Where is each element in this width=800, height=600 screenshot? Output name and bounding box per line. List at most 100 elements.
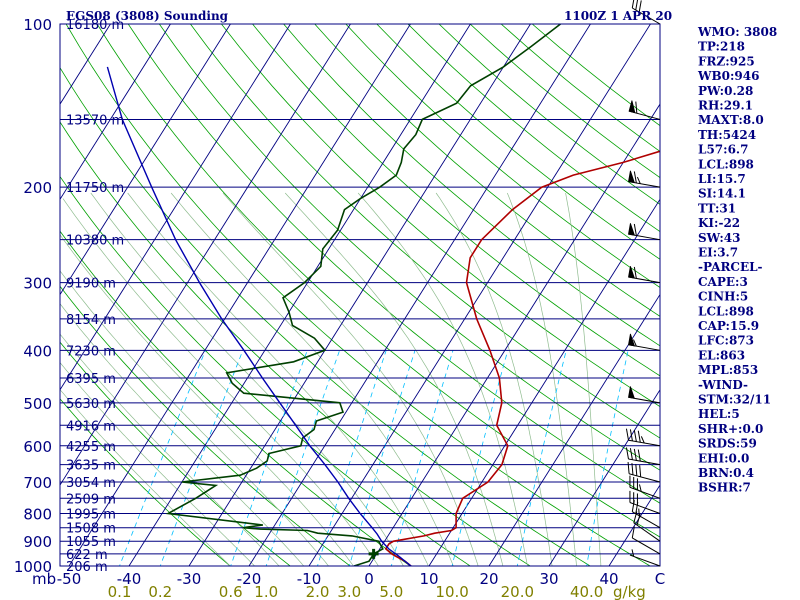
index-item: L57:6.7	[698, 143, 748, 157]
height-label: 4255 m	[66, 440, 116, 455]
height-label: 4916 m	[66, 419, 116, 434]
mixing-ratio-label: 0.2	[148, 583, 172, 600]
isotherm	[608, 484, 660, 566]
wind-barb	[628, 333, 661, 351]
height-label: 11750 m	[66, 181, 124, 196]
dry-adiabat	[60, 398, 231, 566]
isotherm	[308, 24, 651, 566]
height-label: 8154 m	[66, 313, 116, 328]
temperature-tick-label: -20	[237, 570, 262, 588]
moist-adiabat	[357, 192, 528, 566]
wind-barb	[628, 170, 661, 188]
pressure-tick-label: 100	[23, 16, 52, 34]
index-item: STM:32/11	[698, 393, 771, 407]
isotherm	[188, 24, 531, 566]
pressure-tick-label: 700	[23, 474, 52, 492]
index-item: PW:0.28	[698, 84, 753, 98]
index-item: SRDS:59	[698, 437, 757, 451]
dry-adiabat	[60, 341, 291, 566]
index-item: LCL:898	[698, 157, 754, 171]
dry-adiabat	[376, 24, 660, 260]
dry-adiabat	[60, 121, 531, 566]
temperature-tick-label: -40	[117, 570, 142, 588]
pressure-tick-label: 800	[23, 505, 52, 523]
index-item: LI:15.7	[698, 172, 746, 186]
moist-adiabat	[170, 192, 454, 566]
isotherm	[488, 293, 660, 566]
index-item: HEL:5	[698, 407, 740, 421]
dry-adiabat	[283, 24, 660, 347]
wind-barb	[631, 0, 661, 25]
dry-adiabat	[252, 24, 660, 377]
height-label: 2509 m	[66, 492, 116, 507]
pressure-tick-label: 600	[23, 438, 52, 456]
height-label: 1508 m	[66, 522, 116, 537]
isotherm	[60, 24, 291, 391]
pressure-tick-label: 900	[23, 533, 52, 551]
height-label: 6395 m	[66, 372, 116, 387]
pressure-unit-label: mb	[32, 570, 56, 588]
pressure-tick-label: 400	[23, 342, 52, 360]
pressure-tick-label: 500	[23, 395, 52, 413]
dry-adiabat	[314, 24, 660, 317]
index-item: EL:863	[698, 348, 745, 362]
pressure-tick-label: 300	[23, 275, 52, 293]
mixing-ratio-label: 0.6	[219, 583, 243, 600]
wind-barb	[629, 475, 661, 499]
wind-barbs	[625, 0, 661, 567]
height-label: 9190 m	[66, 277, 116, 292]
index-item: -WIND-	[698, 378, 748, 392]
dewpoint-marker	[368, 548, 379, 559]
mixing-ratio-label: 20.0	[501, 583, 534, 600]
index-item: CINH:5	[698, 290, 748, 304]
pressure-tick-label: 1000	[14, 558, 52, 576]
temperature-tick-label: -50	[57, 570, 82, 588]
wind-barb	[629, 549, 661, 567]
dry-adiabat	[60, 285, 351, 566]
sounding-traces	[106, 24, 660, 566]
temperature-tick-label: -10	[297, 570, 322, 588]
height-label: 7230 m	[66, 344, 116, 359]
station-title: EGS08 (3808) Sounding	[66, 9, 229, 23]
moist-adiabat	[565, 192, 602, 566]
index-item: EHI:0.0	[698, 451, 749, 465]
moist-adiabat	[222, 192, 479, 566]
index-item: BSHR:7	[698, 481, 751, 495]
isotherm	[68, 24, 411, 566]
index-item: CAP:15.9	[698, 319, 759, 333]
mixing-ratio-line	[390, 350, 454, 566]
index-item: BRN:0.4	[698, 466, 754, 480]
index-item: -PARCEL-	[698, 260, 763, 274]
moist-adiabat	[435, 192, 553, 566]
index-item: SI:14.1	[698, 187, 746, 201]
mixing-ratio-label: 40.0	[570, 583, 603, 600]
isotherm	[428, 198, 660, 566]
temperature-trace	[384, 150, 660, 566]
temperature-tick-label: 30	[539, 570, 558, 588]
dry-adiabat	[60, 230, 411, 566]
plot-frame	[59, 23, 661, 567]
index-item: MPL:853	[698, 363, 758, 377]
mixing-ratio-line	[317, 350, 387, 566]
index-item: WB0:946	[697, 69, 759, 83]
mixing-ratio-label: 1.0	[254, 583, 278, 600]
dry-adiabat	[190, 24, 660, 439]
height-label: 3054 m	[66, 476, 116, 491]
mixing-ratio-label: 10.0	[435, 583, 468, 600]
mixing-ratio-label: 0.1	[108, 583, 132, 600]
wind-barb	[628, 266, 661, 284]
wind-barb	[628, 100, 661, 120]
mixing-ratio-line	[230, 350, 308, 566]
mixing-ratio-unit-label: g/kg	[613, 583, 646, 600]
temperature-tick-label: -30	[177, 570, 202, 588]
height-label: 10380 m	[66, 234, 124, 249]
valid-time: 1100Z 1 APR 20	[564, 9, 672, 23]
height-label: 206 m	[66, 560, 108, 575]
mixing-ratio-line	[348, 350, 416, 566]
temperature-tick-label: C	[655, 570, 665, 588]
height-label: 13570 m	[66, 113, 124, 128]
isotherm	[548, 388, 660, 566]
